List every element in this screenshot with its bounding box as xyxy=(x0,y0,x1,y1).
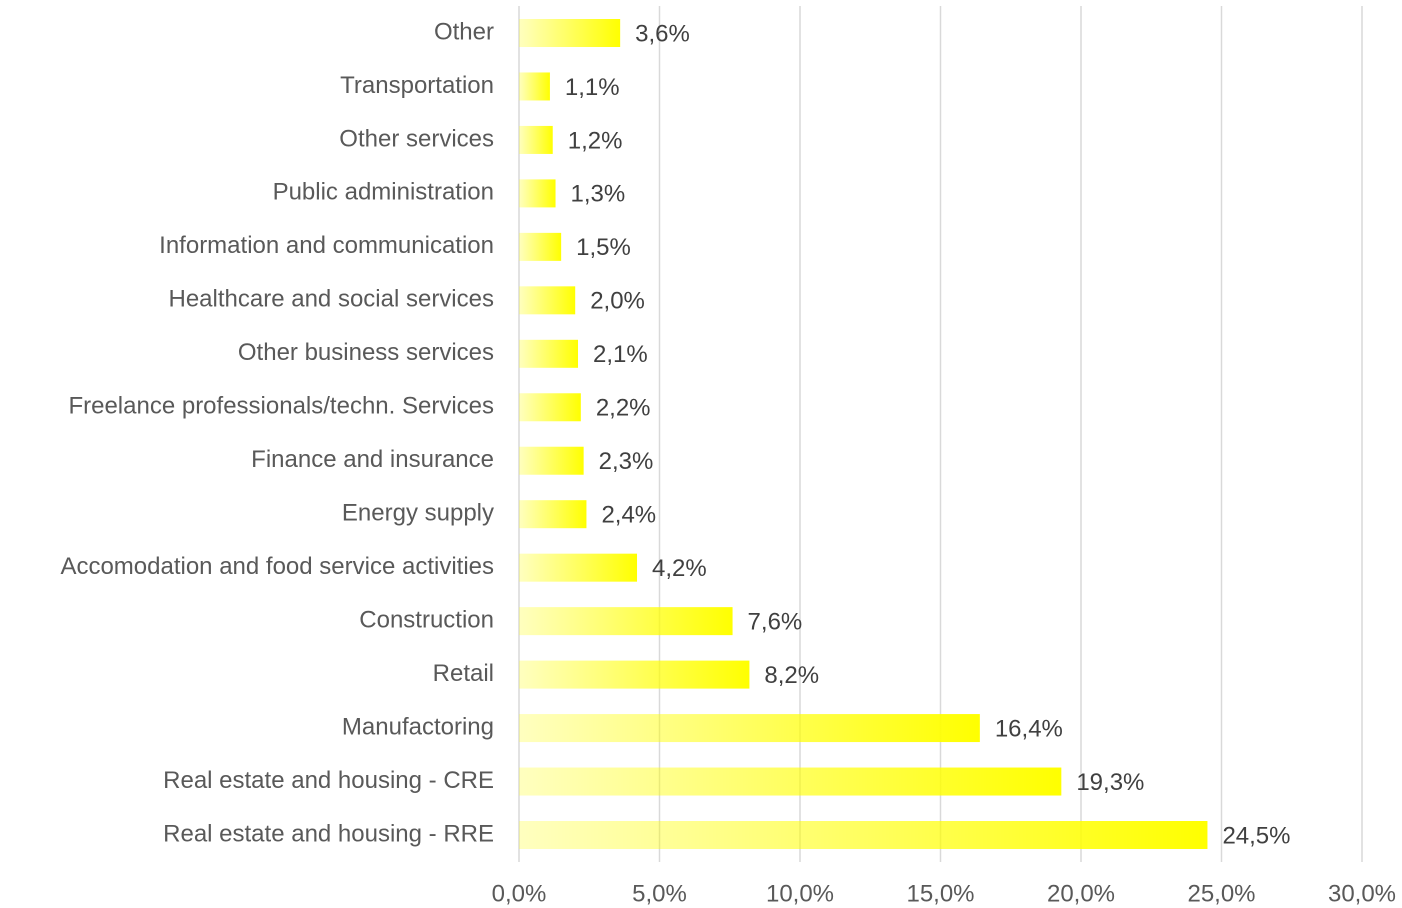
bar xyxy=(519,339,579,368)
x-tick-label: 0,0% xyxy=(492,880,547,907)
value-label: 24,5% xyxy=(1222,822,1290,849)
value-label: 8,2% xyxy=(764,662,819,689)
bar xyxy=(519,446,584,475)
y-tick-label: Healthcare and social services xyxy=(169,286,495,313)
bar xyxy=(519,607,733,636)
value-label: 7,6% xyxy=(748,608,803,635)
value-label: 1,3% xyxy=(571,181,626,208)
value-label: 19,3% xyxy=(1076,769,1144,796)
value-label: 2,0% xyxy=(590,288,645,315)
value-label: 1,2% xyxy=(568,127,623,154)
value-label: 4,2% xyxy=(652,555,707,582)
value-label: 2,1% xyxy=(593,341,648,368)
value-label: 2,2% xyxy=(596,395,651,422)
bar xyxy=(519,821,1208,849)
x-tick-label: 5,0% xyxy=(632,880,687,907)
value-label: 1,5% xyxy=(576,234,631,261)
y-tick-label: Retail xyxy=(433,660,494,687)
bar xyxy=(519,767,1062,796)
bar xyxy=(519,553,638,582)
y-tick-label: Transportation xyxy=(340,72,494,99)
x-tick-label: 10,0% xyxy=(766,880,834,907)
value-label: 1,1% xyxy=(565,74,620,101)
bar xyxy=(519,72,550,101)
y-tick-label: Manufactoring xyxy=(342,713,494,740)
value-label: 2,3% xyxy=(599,448,654,475)
y-tick-label: Construction xyxy=(359,606,494,633)
y-tick-label: Information and communication xyxy=(159,232,494,259)
x-tick-label: 20,0% xyxy=(1047,880,1115,907)
y-tick-label: Other services xyxy=(339,125,494,152)
y-tick-label: Public administration xyxy=(273,179,494,206)
y-tick-label: Energy supply xyxy=(342,500,494,527)
x-tick-label: 30,0% xyxy=(1328,880,1396,907)
bar xyxy=(519,500,587,529)
y-tick-label: Finance and insurance xyxy=(251,446,494,473)
y-tick-label: Other xyxy=(434,18,494,45)
value-label: 16,4% xyxy=(995,715,1063,742)
bar xyxy=(519,393,581,422)
bar xyxy=(519,232,562,261)
value-label: 2,4% xyxy=(601,502,656,529)
value-label: 3,6% xyxy=(635,20,690,47)
y-tick-label: Real estate and housing - RRE xyxy=(163,820,494,847)
bar xyxy=(519,125,553,154)
bar xyxy=(519,19,621,47)
bar xyxy=(519,179,556,208)
x-tick-label: 25,0% xyxy=(1187,880,1255,907)
y-tick-label: Other business services xyxy=(238,339,494,366)
x-tick-label: 15,0% xyxy=(906,880,974,907)
y-tick-label: Freelance professionals/techn. Services xyxy=(68,393,494,420)
bar xyxy=(519,286,576,315)
bar xyxy=(519,660,750,689)
y-tick-label: Real estate and housing - CRE xyxy=(163,767,494,794)
bar xyxy=(519,714,980,743)
y-tick-label: Accomodation and food service activities xyxy=(60,553,494,580)
